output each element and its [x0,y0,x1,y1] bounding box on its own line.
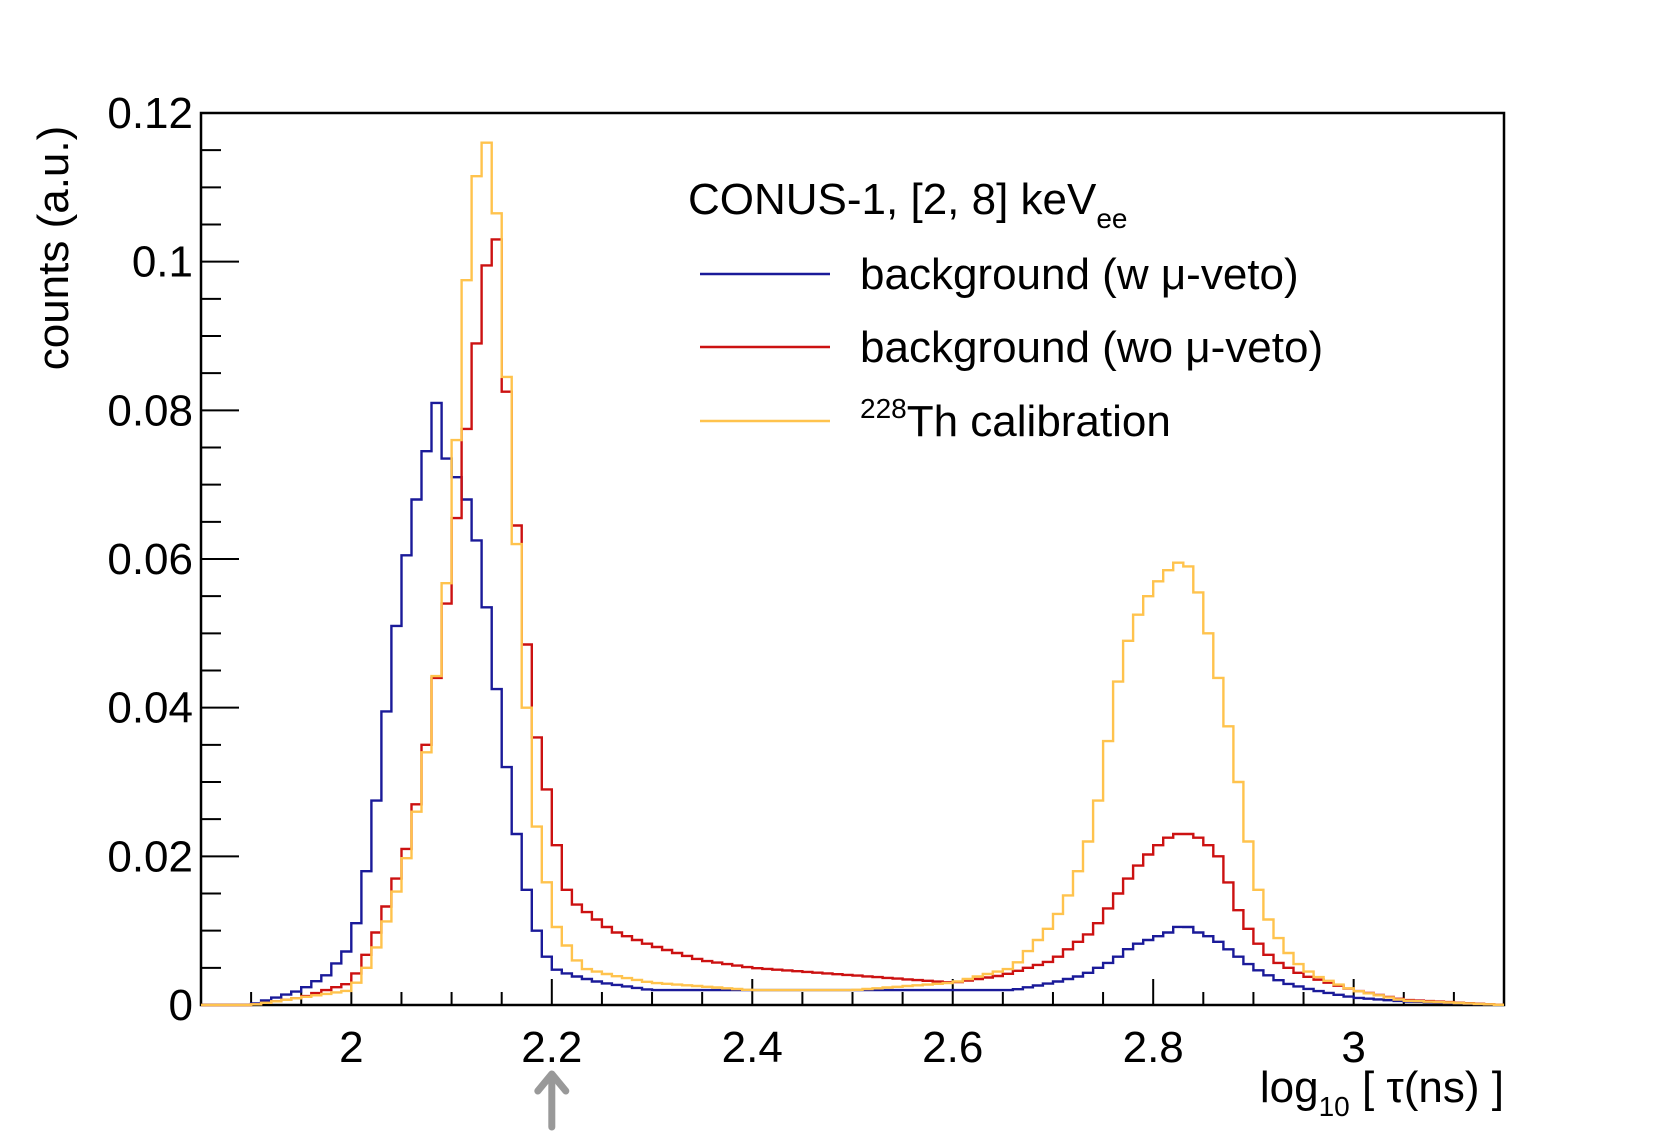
legend-label-th: 228Th calibration [860,393,1171,446]
y-axis-title: counts (a.u.) [29,126,78,371]
x-axis-title-sub: 10 [1319,1091,1350,1122]
series-line-1 [201,238,1504,1007]
series-layer [201,141,1504,1007]
legend-header-sub: ee [1096,203,1127,234]
y-tick-label: 0.08 [107,386,193,435]
x-tick-label: 2.6 [922,1023,983,1072]
legend-label-wo-veto: background (wo μ-veto) [860,323,1323,372]
arrow-head [534,1070,570,1095]
x-tick-label: 2.2 [521,1023,582,1072]
legend-label-th-sup: 228 [860,393,907,424]
threshold-arrow-icon [534,1070,570,1131]
x-axis-title: log10 [ τ(ns) ] [1260,1063,1504,1122]
x-axis-ticks: 2 2.2 2.4 2.6 2.8 3 [250,979,1505,1072]
plot-frame [199,111,1506,1007]
x-axis-title-rest: [ τ(ns) ] [1350,1063,1504,1112]
series-line-2 [201,141,1504,1007]
y-tick-label: 0.02 [107,832,193,881]
x-tick-label: 3 [1341,1023,1365,1072]
legend-label-th-text: Th calibration [907,397,1171,446]
legend-label-w-veto: background (w μ-veto) [860,250,1299,299]
series-line-0 [201,401,1504,1007]
y-tick-label: 0 [169,981,193,1030]
y-axis-ticks: 0 0.02 0.04 0.06 0.08 0.1 0.12 [107,89,239,1030]
y-tick-label: 0.04 [107,684,193,733]
legend-header: CONUS-1, [2, 8] keVee [688,175,1128,234]
x-axis-title-main: log [1260,1063,1319,1112]
y-tick-label: 0.1 [132,238,193,287]
legend-header-main: CONUS-1, [2, 8] keV [688,175,1097,224]
y-tick-label: 0.12 [107,89,193,138]
x-tick-label: 2.4 [722,1023,783,1072]
legend: CONUS-1, [2, 8] keVee background (w μ-ve… [688,175,1323,446]
x-tick-label: 2.8 [1123,1023,1184,1072]
x-tick-label: 2 [339,1023,363,1072]
y-tick-label: 0.06 [107,535,193,584]
